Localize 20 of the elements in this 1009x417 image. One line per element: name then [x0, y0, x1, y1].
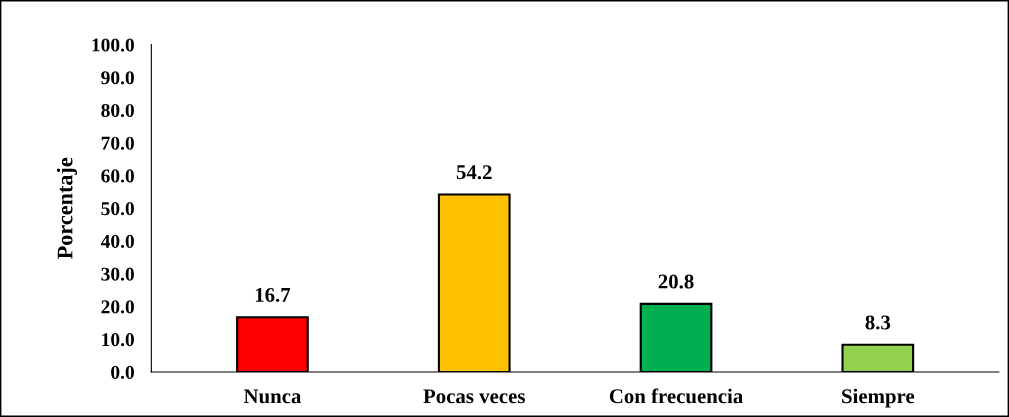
- y-tick-label: 40.0: [100, 234, 134, 249]
- x-tick-label: Siempre: [842, 388, 915, 408]
- y-tick-label: 30.0: [101, 267, 134, 281]
- data-label: 16.7: [255, 287, 291, 303]
- y-axis-title: Porcentaje: [56, 157, 78, 259]
- x-tick-label: Nunca: [243, 389, 302, 404]
- y-tick-label: 90.0: [101, 71, 134, 85]
- y-tick-label: 20.0: [101, 300, 134, 314]
- y-tick-label: 100.0: [92, 38, 134, 52]
- y-tick-label: 70.0: [101, 136, 134, 150]
- y-tick-label: 60.0: [101, 169, 134, 183]
- data-label: 54.2: [456, 165, 492, 180]
- data-label: 20.8: [658, 274, 694, 289]
- y-tick-label: 0.0: [111, 365, 134, 379]
- x-tick-label: Con frecuencia: [609, 388, 743, 404]
- y-tick-label: 80.0: [101, 103, 134, 118]
- x-tick-label: Pocas veces: [423, 389, 525, 404]
- data-label: 8.3: [865, 315, 891, 330]
- y-tick-label: 50.0: [101, 202, 134, 216]
- y-tick-label: 10.0: [102, 333, 134, 347]
